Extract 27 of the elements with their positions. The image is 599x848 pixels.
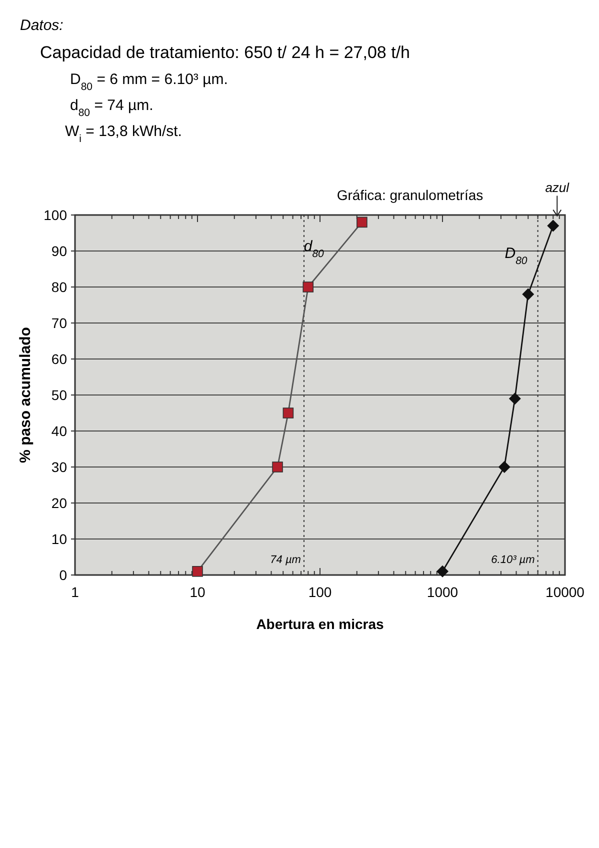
text: d$_{80}$ = 74 µm.	[70, 97, 154, 119]
ref-line-label: 74 µm	[270, 554, 301, 566]
x-tick-label: 1	[71, 584, 80, 600]
x-tick-label: 10	[190, 584, 206, 600]
y-tick-label: 70	[51, 314, 68, 331]
text: W$_{i}$ = 13,8 kWh/st.	[65, 123, 182, 145]
y-tick-label: 100	[44, 206, 68, 223]
x-tick-label: 10000	[546, 584, 585, 600]
y-tick-label: 60	[51, 350, 68, 367]
y-tick-label: 20	[51, 494, 68, 511]
y-tick-label: 30	[51, 458, 68, 475]
ref-line-label: 6.10³ µm	[491, 554, 535, 566]
y-tick-label: 10	[51, 530, 68, 547]
annotation: azul	[545, 180, 570, 195]
x-axis-title: Abertura en micras	[256, 616, 384, 632]
y-tick-label: 80	[51, 278, 68, 295]
y-tick-label: 0	[59, 566, 68, 583]
chart-title: Gráfica: granulometrías	[336, 187, 484, 203]
x-tick-label: 1000	[426, 584, 458, 600]
x-tick-label: 100	[308, 584, 332, 600]
y-tick-label: 40	[51, 422, 68, 439]
y-tick-label: 50	[51, 386, 68, 403]
text: Capacidad de tratamiento: 650 t/ 24 h = 27,08 t/h	[40, 43, 410, 62]
y-tick-label: 90	[51, 242, 68, 259]
text: D$_{80}$ = 6 mm = 6.10³ µm.	[70, 71, 228, 93]
y-axis-title: % paso acumulado	[17, 327, 34, 463]
text: Datos:	[20, 17, 64, 34]
